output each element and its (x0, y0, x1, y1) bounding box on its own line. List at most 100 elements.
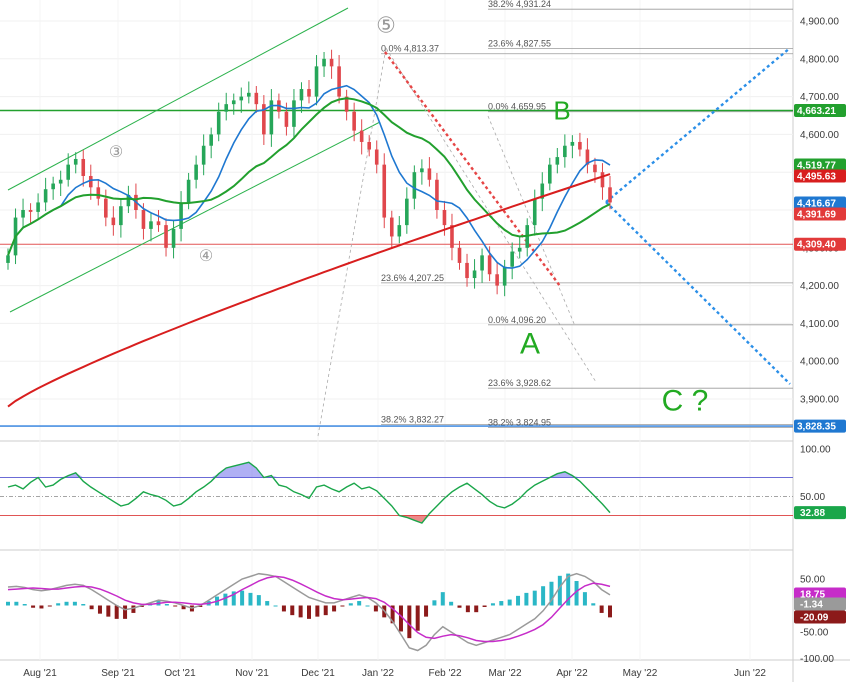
candle-body (337, 66, 341, 97)
macd-histogram-bar (64, 601, 69, 606)
macd-histogram-bar (440, 592, 445, 606)
wave-label: ④ (199, 248, 213, 265)
macd-histogram-bar (81, 604, 86, 606)
wave-label: ③ (109, 144, 123, 161)
candle-body (382, 164, 387, 218)
price-tag-label: 4,309.40 (797, 240, 836, 251)
macd-signal-line (7, 575, 611, 643)
candle-body (88, 175, 93, 188)
fib-level-label: 23.6% 3,928.62 (488, 378, 551, 388)
macd-histogram-bar (131, 605, 136, 613)
macd-histogram-bar (332, 605, 337, 612)
candle-body (119, 206, 123, 226)
axis-layer: 4,900.004,800.004,700.004,600.004,500.00… (23, 17, 839, 680)
rsi-value-tag (794, 506, 846, 520)
macd-histogram-bar (474, 605, 479, 613)
candle-body (126, 194, 131, 207)
candle-body (563, 145, 567, 158)
candle-body (532, 198, 537, 226)
macd-histogram-bar (106, 605, 111, 617)
candle-body (307, 89, 311, 97)
candle-body (450, 225, 454, 248)
macd-histogram-bar (14, 601, 19, 606)
wave-label: B (553, 95, 570, 125)
macd-layer (6, 572, 612, 652)
candle-body (292, 100, 296, 127)
price-tag-box (794, 237, 846, 251)
candle-body (322, 58, 326, 67)
candle-body (502, 266, 507, 286)
fib-level-label: 38.2% 4,931.24 (488, 0, 551, 9)
wave-label: ⑤ (376, 12, 396, 37)
macd-histogram-bar (432, 600, 437, 606)
macd-histogram-bar (482, 605, 487, 607)
rsi-overbought-fill (8, 462, 610, 478)
price-tag-label: 4,416.67 (797, 199, 836, 210)
macd-histogram-bar (549, 581, 554, 606)
candle-body (224, 104, 229, 112)
candle-body (487, 255, 492, 275)
x-tick-label: Mar '22 (488, 668, 521, 679)
fib-level-label: 0.0% 4,813.37 (381, 44, 439, 54)
candle-body (58, 179, 63, 184)
macd-histogram-bar (123, 605, 128, 619)
candle-body (36, 202, 40, 212)
x-tick-label: Apr '22 (556, 668, 588, 679)
price-y-tick: 4,000.00 (800, 357, 839, 368)
rsi-line (7, 461, 611, 524)
wave-label: C ? (662, 384, 709, 417)
macd-y-tick: -50.00 (800, 628, 829, 639)
candle-body (28, 210, 33, 212)
candle-body (517, 247, 522, 252)
macd-histogram-bar (290, 605, 295, 616)
macd-histogram-bar (566, 573, 571, 606)
candle-body (472, 270, 477, 279)
candle-body (608, 187, 612, 203)
macd-histogram-bar (281, 605, 286, 612)
macd-histogram-bar (516, 595, 521, 606)
macd-histogram-bar (47, 605, 52, 607)
candle-body (352, 111, 356, 131)
candle-body (239, 96, 244, 101)
downtrend-line-red-dotted (384, 51, 561, 287)
macd-histogram-bar (164, 604, 169, 606)
candle-body (141, 210, 146, 229)
candle-body (201, 145, 206, 165)
macd-histogram-bar (357, 601, 362, 606)
price-y-tick: 4,600.00 (800, 130, 839, 141)
macd-histogram-bar (114, 605, 119, 619)
x-tick-label: Jun '22 (734, 668, 766, 679)
candle-body (359, 130, 364, 142)
candle-body (194, 164, 198, 180)
macd-value-label: -1.34 (800, 600, 823, 611)
macd-histogram-bar (457, 605, 462, 608)
channel-upper-line (7, 7, 349, 191)
macd-histogram-bar (31, 605, 36, 608)
candle-body (299, 89, 304, 101)
macd-value-tag (794, 587, 846, 601)
candle-body (389, 217, 394, 237)
price-tag-box (794, 104, 846, 118)
candle-body (495, 274, 499, 286)
macd-histogram-bar (465, 605, 470, 613)
macd-histogram-bar (599, 605, 604, 613)
price-tag-box (794, 169, 846, 183)
macd-histogram-bar (298, 605, 303, 618)
candle-body (51, 183, 55, 190)
macd-y-tick: -100.00 (800, 654, 834, 665)
candle-body (186, 179, 191, 203)
rsi-y-tick: 50.00 (800, 492, 825, 503)
macd-value-label: 18.75 (800, 590, 825, 601)
fib-level-label: 0.0% 4,659.95 (488, 102, 546, 112)
candle-body (43, 189, 48, 203)
price-tag-box (794, 196, 846, 210)
macd-line (7, 572, 611, 652)
macd-histogram-bar (582, 592, 587, 606)
macd-histogram-bar (273, 605, 278, 607)
moving-average-layer (7, 84, 611, 408)
fib-level-label: 38.2% 3,824.95 (488, 417, 551, 427)
candle-body (179, 202, 183, 229)
candle-body (284, 111, 289, 127)
x-tick-label: Aug '21 (23, 668, 57, 679)
